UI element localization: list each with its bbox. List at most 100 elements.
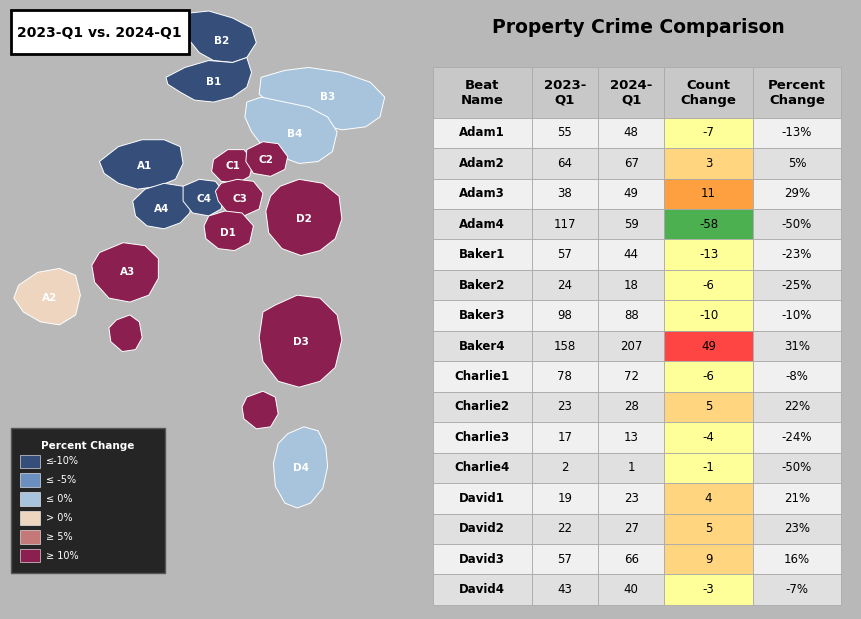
Text: 48: 48 xyxy=(623,126,638,139)
FancyBboxPatch shape xyxy=(598,544,664,574)
Text: Charlie1: Charlie1 xyxy=(454,370,509,383)
FancyBboxPatch shape xyxy=(20,492,40,506)
Text: -24%: -24% xyxy=(781,431,811,444)
FancyBboxPatch shape xyxy=(598,452,664,483)
FancyBboxPatch shape xyxy=(432,452,531,483)
FancyBboxPatch shape xyxy=(432,179,531,209)
Text: -50%: -50% xyxy=(781,461,811,474)
Text: Beat
Name: Beat Name xyxy=(460,79,503,106)
Text: 3: 3 xyxy=(704,157,711,170)
Text: 67: 67 xyxy=(623,157,638,170)
FancyBboxPatch shape xyxy=(531,118,598,148)
FancyBboxPatch shape xyxy=(20,454,40,469)
Text: 19: 19 xyxy=(556,492,572,505)
Text: David3: David3 xyxy=(459,553,505,566)
Text: 18: 18 xyxy=(623,279,638,292)
Polygon shape xyxy=(245,97,337,163)
Text: 29%: 29% xyxy=(783,188,809,201)
Text: 22%: 22% xyxy=(783,400,809,413)
Text: Adam2: Adam2 xyxy=(459,157,505,170)
FancyBboxPatch shape xyxy=(752,179,840,209)
FancyBboxPatch shape xyxy=(752,452,840,483)
FancyBboxPatch shape xyxy=(432,574,531,605)
Text: ≤-10%: ≤-10% xyxy=(46,456,79,467)
Polygon shape xyxy=(273,427,327,508)
Text: B2: B2 xyxy=(214,36,228,46)
FancyBboxPatch shape xyxy=(664,118,752,148)
FancyBboxPatch shape xyxy=(664,270,752,300)
Text: B3: B3 xyxy=(319,92,335,102)
Text: 23: 23 xyxy=(557,400,572,413)
FancyBboxPatch shape xyxy=(432,483,531,514)
Text: Adam4: Adam4 xyxy=(459,218,505,231)
FancyBboxPatch shape xyxy=(752,300,840,331)
Text: David2: David2 xyxy=(459,522,505,535)
Text: C2: C2 xyxy=(258,155,273,165)
FancyBboxPatch shape xyxy=(531,422,598,452)
Text: -1: -1 xyxy=(702,461,714,474)
FancyBboxPatch shape xyxy=(531,209,598,240)
Text: 27: 27 xyxy=(623,522,638,535)
Text: Charlie4: Charlie4 xyxy=(454,461,509,474)
FancyBboxPatch shape xyxy=(432,422,531,452)
Polygon shape xyxy=(14,269,80,325)
FancyBboxPatch shape xyxy=(432,331,531,361)
Text: ≥ 10%: ≥ 10% xyxy=(46,550,78,561)
Text: ≥ 5%: ≥ 5% xyxy=(46,532,72,542)
Text: A2: A2 xyxy=(42,293,58,303)
FancyBboxPatch shape xyxy=(752,270,840,300)
Polygon shape xyxy=(265,180,342,256)
FancyBboxPatch shape xyxy=(598,179,664,209)
Text: 44: 44 xyxy=(623,248,638,261)
FancyBboxPatch shape xyxy=(664,361,752,392)
FancyBboxPatch shape xyxy=(664,514,752,544)
FancyBboxPatch shape xyxy=(598,148,664,179)
FancyBboxPatch shape xyxy=(531,300,598,331)
FancyBboxPatch shape xyxy=(531,361,598,392)
Text: Baker1: Baker1 xyxy=(458,248,505,261)
FancyBboxPatch shape xyxy=(598,67,664,118)
FancyBboxPatch shape xyxy=(432,361,531,392)
Text: 2024-
Q1: 2024- Q1 xyxy=(610,79,652,106)
FancyBboxPatch shape xyxy=(664,209,752,240)
Text: 40: 40 xyxy=(623,583,638,596)
Polygon shape xyxy=(99,140,183,189)
Text: -6: -6 xyxy=(702,279,714,292)
FancyBboxPatch shape xyxy=(598,514,664,544)
Text: 49: 49 xyxy=(623,188,638,201)
Text: ≤ -5%: ≤ -5% xyxy=(46,475,76,485)
Text: D1: D1 xyxy=(220,228,235,238)
FancyBboxPatch shape xyxy=(432,392,531,422)
FancyBboxPatch shape xyxy=(664,452,752,483)
Text: 64: 64 xyxy=(556,157,572,170)
FancyBboxPatch shape xyxy=(664,544,752,574)
Text: Charlie2: Charlie2 xyxy=(454,400,509,413)
Text: C3: C3 xyxy=(232,194,247,204)
Text: 158: 158 xyxy=(553,340,575,353)
Text: Adam1: Adam1 xyxy=(459,126,505,139)
Polygon shape xyxy=(185,11,256,63)
FancyBboxPatch shape xyxy=(531,514,598,544)
FancyBboxPatch shape xyxy=(432,544,531,574)
Text: 2023-
Q1: 2023- Q1 xyxy=(543,79,585,106)
FancyBboxPatch shape xyxy=(531,67,598,118)
FancyBboxPatch shape xyxy=(598,270,664,300)
FancyBboxPatch shape xyxy=(432,270,531,300)
FancyBboxPatch shape xyxy=(752,67,840,118)
Text: -58: -58 xyxy=(698,218,717,231)
FancyBboxPatch shape xyxy=(531,179,598,209)
FancyBboxPatch shape xyxy=(664,422,752,452)
Text: -50%: -50% xyxy=(781,218,811,231)
Text: Adam3: Adam3 xyxy=(459,188,505,201)
FancyBboxPatch shape xyxy=(664,331,752,361)
Text: Property Crime Comparison: Property Crime Comparison xyxy=(492,19,784,37)
Text: -7: -7 xyxy=(702,126,714,139)
FancyBboxPatch shape xyxy=(752,331,840,361)
FancyBboxPatch shape xyxy=(752,392,840,422)
Text: D4: D4 xyxy=(293,464,308,474)
FancyBboxPatch shape xyxy=(531,452,598,483)
Text: 17: 17 xyxy=(556,431,572,444)
FancyBboxPatch shape xyxy=(432,209,531,240)
FancyBboxPatch shape xyxy=(664,300,752,331)
Text: 57: 57 xyxy=(557,248,572,261)
